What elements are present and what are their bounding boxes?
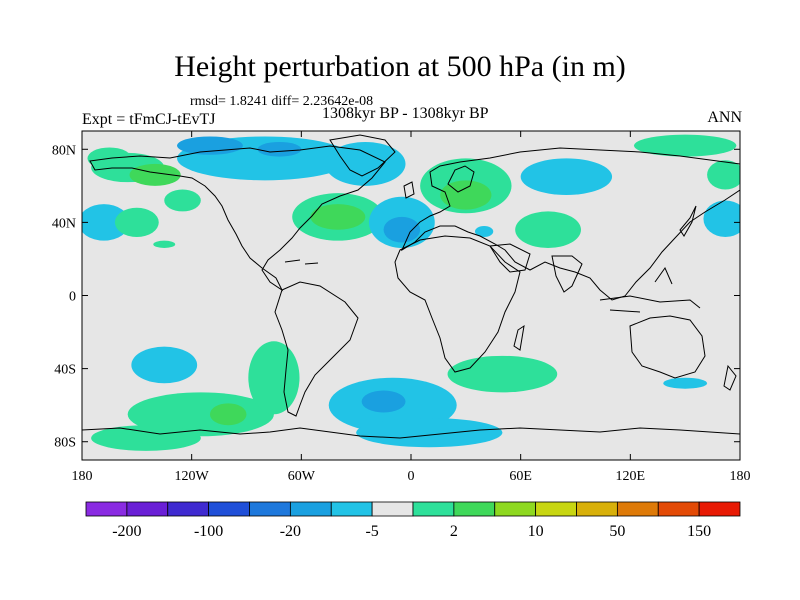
colorbar-label: 50 [609,523,625,540]
colorbar: -200 -100 -20 -5 2 10 50 150 [85,501,741,540]
coast-british-isles [403,181,415,199]
x-tick-label: 60E [509,469,532,484]
anomaly-patch [114,207,159,238]
x-tick-label: 180 [72,469,93,484]
period-label: 1308kyr BP - 1308kyr BP [322,105,489,122]
colorbar-box [657,501,700,517]
anomaly-patch [127,392,274,437]
coast-antarctica [82,427,740,439]
coast-greenland [329,134,396,177]
anomaly-patch [131,346,198,384]
anomaly-patch [325,141,406,186]
x-tick-label: 120W [175,469,210,484]
anomaly-patch [257,141,302,157]
y-tick-label: 40N [52,216,76,231]
colorbar-box [698,501,741,517]
y-tick-label: 0 [69,290,76,305]
colorbar-box [576,501,618,517]
stats-text: rmsd= 1.8241 diff= 2.23642e-08 [190,94,374,109]
coast-eurasia [400,147,740,301]
coast-south-america [274,281,359,417]
coast-caribbean [284,259,319,265]
anomaly-patch [633,134,737,157]
colorbar-box [371,501,414,517]
anomaly-patch [356,417,503,448]
anomaly-patch [383,216,421,243]
anomaly-patch [209,403,247,426]
coast-africa [394,235,521,373]
colorbar-label: 150 [687,523,711,540]
coast-north-america [89,145,386,292]
y-tick-label: 80N [52,143,76,158]
coast-india [551,255,583,293]
coast-australia [629,315,706,379]
anomaly-patch [440,180,492,210]
anomaly-patch [361,390,406,413]
season-label: ANN [707,109,742,126]
coast-japan [679,205,697,237]
colorbar-label: -5 [365,523,378,540]
anomaly-patch [515,211,581,248]
y-tick-label: 80S [54,436,76,451]
anomaly-patch [663,377,708,389]
colorbar-label: 10 [528,523,544,540]
y-tick-label: 40S [54,363,76,378]
anomaly-layer [82,134,740,451]
colorbar-label: -200 [112,523,141,540]
coast-indonesia [599,266,701,313]
colorbar-box [289,501,332,517]
colorbar-box [453,501,496,517]
coastlines [82,134,740,439]
x-tick-label: 180 [730,469,751,484]
anomaly-patch [153,240,176,248]
colorbar-box [126,501,169,517]
map-title: Height perturbation at 500 hPa (in m) [174,50,626,83]
colorbar-box [249,501,291,517]
anomaly-patch [520,158,613,195]
y-axis: 80N 40N 0 40S 80S [52,143,740,451]
colorbar-box [330,501,373,517]
coast-madagascar [513,324,525,351]
anomaly-patch [164,189,201,212]
anomaly-patch [91,425,201,451]
colorbar-box [85,501,128,517]
anomaly-patch [703,200,740,238]
x-tick-label: 0 [408,469,415,484]
x-tick-label: 60W [288,469,316,484]
anomaly-patch [248,341,300,415]
coast-new-zealand [723,364,737,391]
coast-scandinavia [447,165,475,193]
colorbar-box [412,501,455,517]
colorbar-label: -100 [194,523,223,540]
colorbar-label: -20 [280,523,301,540]
x-tick-label: 120E [616,469,646,484]
colorbar-box [535,501,577,517]
colorbar-box [494,501,537,517]
colorbar-box [616,501,659,517]
anomaly-patch [707,160,740,190]
colorbar-box [167,501,210,517]
experiment-label: Expt = tFmCJ-tEvTJ [82,111,216,128]
anomaly-patch [129,163,181,186]
anomaly-patch [310,204,366,230]
anomaly-patch [82,204,130,241]
coast-arabia [489,243,531,273]
anomaly-patch [177,136,243,155]
anomaly-patch [447,355,558,393]
anomaly-patch [474,226,494,238]
colorbar-label: 2 [450,523,458,540]
x-axis: 180 120W 60W 0 60E 120E 180 [72,131,751,484]
colorbar-box [208,501,250,517]
